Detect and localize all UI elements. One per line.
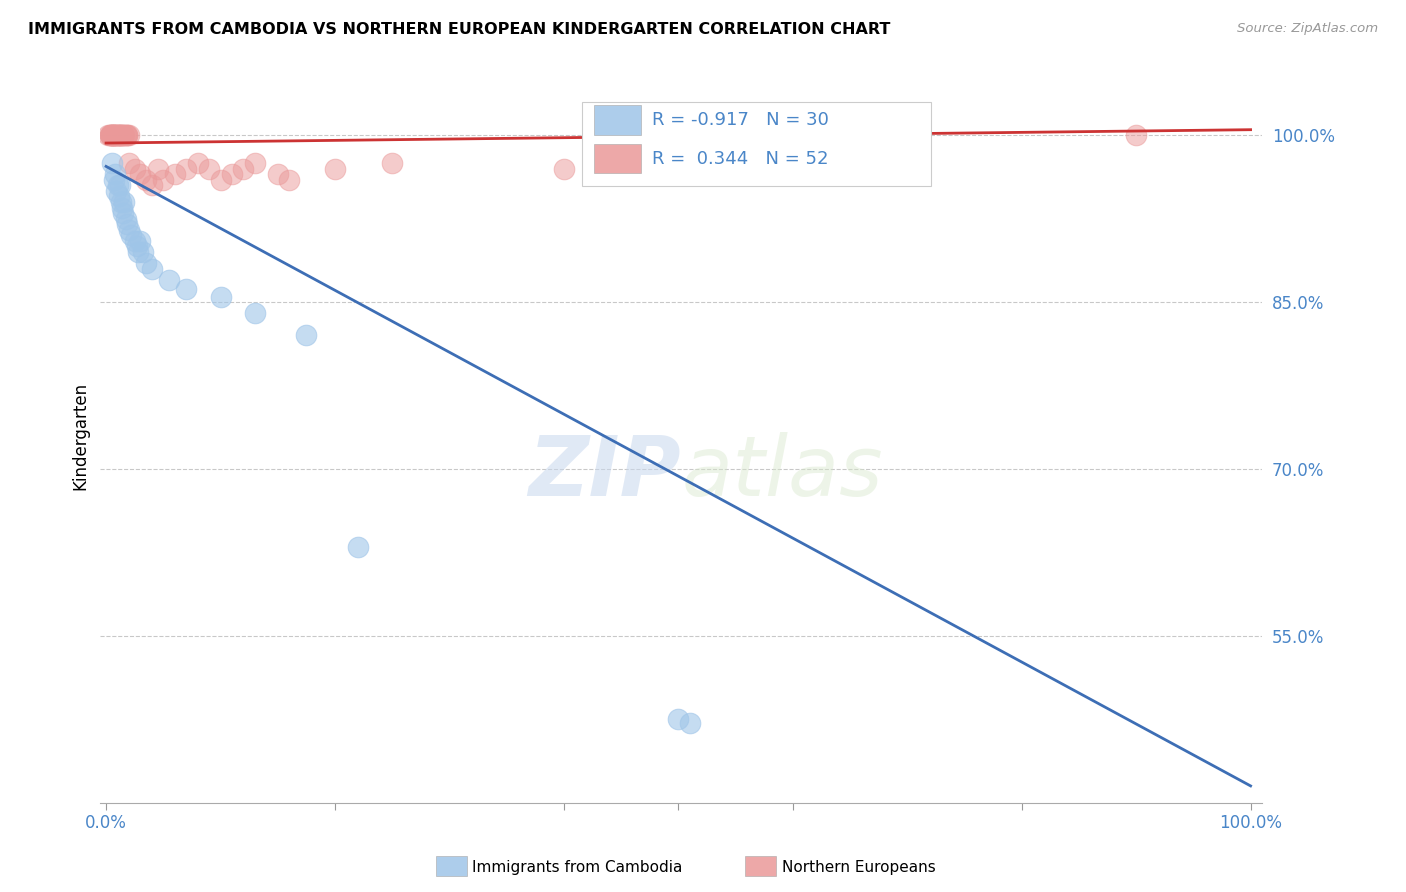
- Point: [112, 194, 135, 209]
- Point: [118, 223, 141, 237]
- Point: [107, 128, 129, 143]
- Point: [101, 128, 124, 143]
- Text: atlas: atlas: [681, 432, 883, 513]
- Point: [666, 712, 689, 726]
- Point: [221, 167, 243, 181]
- Point: [111, 201, 134, 215]
- Point: [107, 189, 129, 203]
- Y-axis label: Kindergarten: Kindergarten: [72, 382, 89, 490]
- Point: [103, 128, 125, 143]
- Point: [323, 161, 346, 176]
- Point: [152, 173, 174, 187]
- Point: [129, 234, 152, 248]
- Point: [105, 128, 128, 143]
- Point: [118, 128, 141, 143]
- Point: [163, 167, 186, 181]
- Point: [107, 128, 129, 143]
- Point: [896, 128, 918, 143]
- Point: [198, 161, 221, 176]
- Point: [295, 328, 318, 343]
- Point: [174, 161, 197, 176]
- Point: [101, 128, 124, 143]
- Point: [107, 128, 129, 143]
- Point: [112, 128, 135, 143]
- Point: [146, 161, 169, 176]
- Point: [108, 178, 131, 193]
- Point: [112, 128, 135, 143]
- Point: [112, 128, 135, 143]
- Point: [115, 128, 138, 143]
- Point: [103, 128, 125, 143]
- FancyBboxPatch shape: [582, 102, 931, 186]
- Point: [115, 217, 138, 231]
- Point: [100, 128, 122, 143]
- Point: [98, 128, 121, 143]
- Point: [105, 128, 128, 143]
- Point: [114, 128, 136, 143]
- Point: [157, 273, 180, 287]
- FancyBboxPatch shape: [595, 145, 641, 173]
- Point: [243, 156, 266, 170]
- Point: [108, 128, 131, 143]
- Point: [1125, 128, 1147, 143]
- Point: [105, 184, 128, 198]
- Point: [110, 128, 132, 143]
- Text: Northern Europeans: Northern Europeans: [782, 860, 935, 874]
- Point: [107, 178, 129, 193]
- Point: [232, 161, 254, 176]
- Point: [209, 289, 232, 303]
- Point: [107, 128, 129, 143]
- Point: [108, 128, 131, 143]
- FancyBboxPatch shape: [595, 105, 641, 135]
- Point: [120, 228, 142, 243]
- Text: ZIP: ZIP: [529, 432, 681, 513]
- Text: R = -0.917   N = 30: R = -0.917 N = 30: [652, 111, 830, 129]
- Point: [101, 128, 124, 143]
- Point: [381, 156, 404, 170]
- Point: [127, 245, 149, 260]
- Point: [112, 206, 135, 220]
- Point: [347, 540, 370, 554]
- Point: [97, 128, 120, 143]
- Point: [101, 128, 124, 143]
- Point: [141, 261, 163, 276]
- Point: [553, 161, 575, 176]
- Point: [679, 715, 702, 730]
- Point: [115, 128, 138, 143]
- Text: Source: ZipAtlas.com: Source: ZipAtlas.com: [1237, 22, 1378, 36]
- Point: [135, 256, 157, 270]
- Point: [104, 128, 127, 143]
- Point: [131, 245, 153, 260]
- Point: [103, 173, 125, 187]
- Point: [98, 128, 121, 143]
- Text: R =  0.344   N = 52: R = 0.344 N = 52: [652, 150, 828, 168]
- Point: [114, 211, 136, 226]
- Point: [174, 282, 197, 296]
- Point: [110, 194, 132, 209]
- Point: [267, 167, 290, 181]
- Point: [100, 128, 122, 143]
- Point: [101, 156, 124, 170]
- Point: [124, 234, 146, 248]
- Point: [104, 128, 127, 143]
- Point: [125, 239, 148, 253]
- Point: [111, 128, 134, 143]
- Point: [209, 173, 232, 187]
- Point: [187, 156, 209, 170]
- Text: IMMIGRANTS FROM CAMBODIA VS NORTHERN EUROPEAN KINDERGARTEN CORRELATION CHART: IMMIGRANTS FROM CAMBODIA VS NORTHERN EUR…: [28, 22, 890, 37]
- Point: [118, 156, 141, 170]
- Point: [124, 161, 146, 176]
- Point: [141, 178, 163, 193]
- Point: [243, 306, 266, 320]
- Point: [135, 173, 157, 187]
- Point: [129, 167, 152, 181]
- Text: Immigrants from Cambodia: Immigrants from Cambodia: [472, 860, 683, 874]
- Point: [278, 173, 301, 187]
- Point: [104, 167, 127, 181]
